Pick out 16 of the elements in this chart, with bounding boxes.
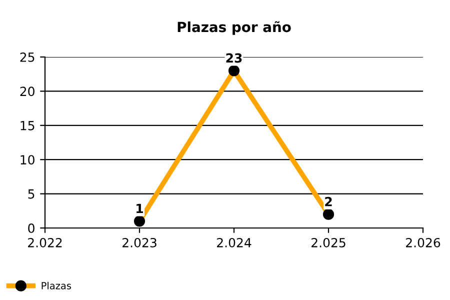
- x-tick-label: 2.026: [406, 238, 440, 248]
- y-tick-label: 10: [20, 155, 34, 165]
- chart-title: Plazas por año: [178, 21, 291, 35]
- y-tick-label: 25: [20, 52, 34, 62]
- x-tick-label: 2.022: [28, 238, 62, 248]
- y-tick-label: 5: [28, 189, 34, 199]
- legend-label: Plazas: [42, 282, 72, 290]
- x-tick-label: 2.023: [122, 238, 156, 248]
- data-label: 2: [325, 196, 332, 206]
- data-label: 1: [136, 204, 143, 214]
- y-tick-label: 15: [20, 121, 34, 130]
- x-tick-label: 2.025: [312, 238, 346, 248]
- y-tick-label: 0: [28, 223, 34, 233]
- data-label: 23: [226, 53, 242, 63]
- y-tick-label: 20: [20, 86, 34, 96]
- x-tick-label: 2.024: [217, 238, 252, 248]
